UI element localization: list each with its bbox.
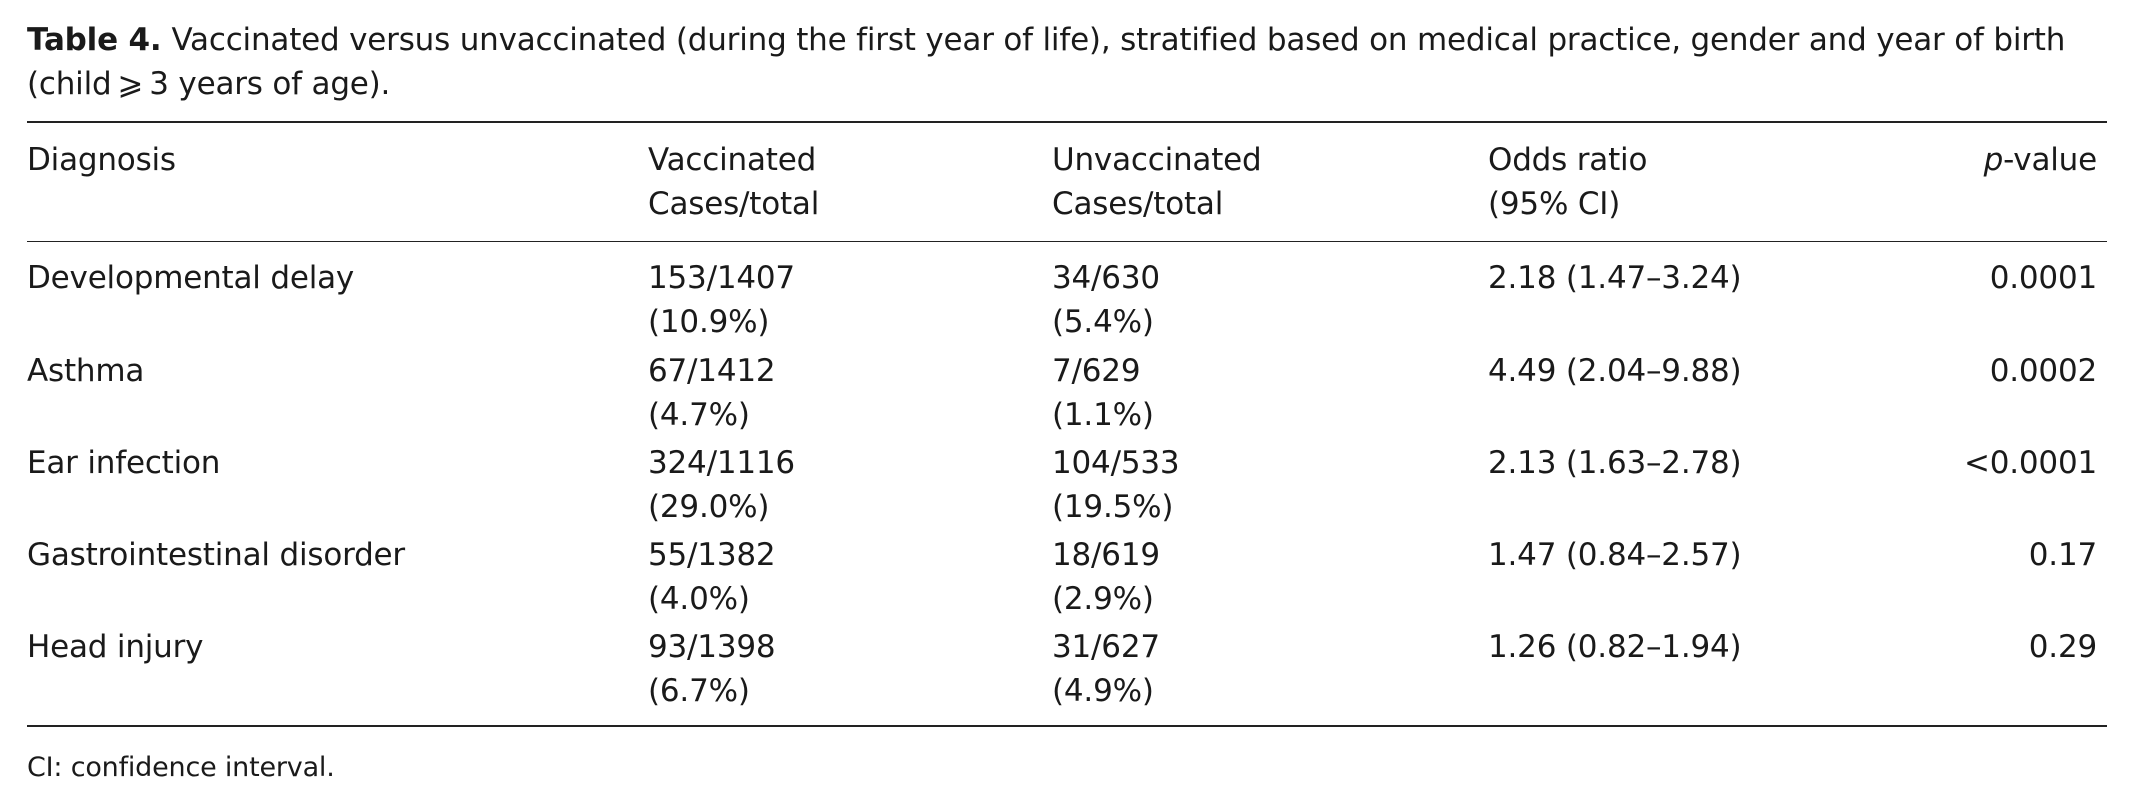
table-label: Table 4. [27, 22, 162, 58]
row-unvaccinated-count: 7/629 [1052, 353, 1141, 389]
row-diagnosis: Ear infection [27, 445, 221, 481]
row-vaccinated-count: 55/1382 [648, 537, 776, 573]
row-unvaccinated-count: 104/533 [1052, 445, 1180, 481]
row-p-value: 0.0002 [1989, 353, 2097, 389]
header-unvaccinated-line1: Unvaccinated [1052, 142, 1262, 178]
row-vaccinated-pct: (29.0%) [648, 489, 770, 525]
row-unvaccinated: 31/627 (4.9%) [1052, 625, 1160, 713]
row-vaccinated-pct: (4.0%) [648, 581, 750, 617]
row-unvaccinated-pct: (4.9%) [1052, 673, 1154, 709]
row-diagnosis: Gastrointestinal disorder [27, 537, 405, 573]
row-unvaccinated: 104/533 (19.5%) [1052, 441, 1180, 529]
header-odds-line1: Odds ratio [1488, 142, 1648, 178]
row-vaccinated: 55/1382 (4.0%) [648, 533, 776, 621]
row-unvaccinated-pct: (5.4%) [1052, 304, 1154, 340]
table-footnote: CI: confidence interval. [27, 752, 335, 783]
row-unvaccinated-pct: (2.9%) [1052, 581, 1154, 617]
row-vaccinated-pct: (10.9%) [648, 304, 770, 340]
header-p-rest: -value [2003, 142, 2097, 178]
row-vaccinated: 324/1116 (29.0%) [648, 441, 795, 529]
header-vaccinated-line2: Cases/total [648, 186, 820, 222]
header-p-italic: p [1983, 142, 2004, 178]
row-vaccinated-pct: (4.7%) [648, 397, 750, 433]
table-bottom-rule [27, 725, 2107, 727]
header-vaccinated-line1: Vaccinated [648, 142, 817, 178]
row-unvaccinated-count: 18/619 [1052, 537, 1160, 573]
row-unvaccinated-count: 34/630 [1052, 260, 1160, 296]
row-diagnosis: Asthma [27, 353, 145, 389]
table-header-rule [27, 241, 2107, 242]
row-unvaccinated-count: 31/627 [1052, 629, 1160, 665]
row-diagnosis: Head injury [27, 629, 204, 665]
header-diagnosis: Diagnosis [27, 142, 176, 178]
row-p-value: <0.0001 [1963, 445, 2097, 481]
row-vaccinated: 93/1398 (6.7%) [648, 625, 776, 713]
row-vaccinated-count: 93/1398 [648, 629, 776, 665]
row-vaccinated: 67/1412 (4.7%) [648, 349, 776, 437]
row-unvaccinated: 7/629 (1.1%) [1052, 349, 1154, 437]
row-unvaccinated: 34/630 (5.4%) [1052, 256, 1160, 344]
row-odds-ratio: 4.49 (2.04–9.88) [1488, 353, 1742, 389]
row-odds-ratio: 1.26 (0.82–1.94) [1488, 629, 1742, 665]
header-odds-ratio: Odds ratio (95% CI) [1488, 138, 1647, 226]
row-vaccinated-count: 324/1116 [648, 445, 795, 481]
row-unvaccinated: 18/619 (2.9%) [1052, 533, 1160, 621]
row-unvaccinated-pct: (1.1%) [1052, 397, 1154, 433]
header-odds-line2: (95% CI) [1488, 186, 1621, 222]
header-vaccinated: Vaccinated Cases/total [648, 138, 819, 226]
row-vaccinated: 153/1407 (10.9%) [648, 256, 795, 344]
table-caption-text: Vaccinated versus unvaccinated (during t… [27, 22, 2066, 102]
row-vaccinated-pct: (6.7%) [648, 673, 750, 709]
header-p-value: p-value [1983, 138, 2098, 182]
header-unvaccinated: Unvaccinated Cases/total [1052, 138, 1262, 226]
row-odds-ratio: 2.18 (1.47–3.24) [1488, 260, 1742, 296]
row-odds-ratio: 2.13 (1.63–2.78) [1488, 445, 1742, 481]
header-unvaccinated-line2: Cases/total [1052, 186, 1224, 222]
table-caption: Table 4. Vaccinated versus unvaccinated (… [27, 18, 2107, 106]
row-vaccinated-count: 153/1407 [648, 260, 795, 296]
row-p-value: 0.0001 [1989, 260, 2097, 296]
row-p-value: 0.29 [2028, 629, 2097, 665]
table-top-rule [27, 121, 2107, 123]
row-diagnosis: Developmental delay [27, 260, 355, 296]
row-odds-ratio: 1.47 (0.84–2.57) [1488, 537, 1742, 573]
row-vaccinated-count: 67/1412 [648, 353, 776, 389]
row-p-value: 0.17 [2028, 537, 2097, 573]
row-unvaccinated-pct: (19.5%) [1052, 489, 1174, 525]
